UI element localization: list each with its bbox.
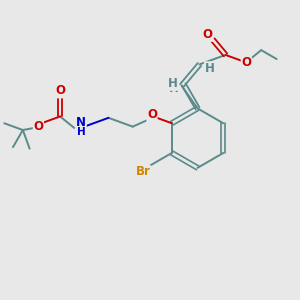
- Text: O: O: [55, 84, 65, 97]
- Text: O: O: [203, 28, 213, 41]
- Text: O: O: [241, 56, 251, 68]
- Text: H: H: [168, 77, 178, 90]
- Text: O: O: [33, 120, 43, 133]
- Text: H: H: [169, 82, 179, 95]
- Text: O: O: [147, 108, 157, 122]
- Text: H: H: [204, 62, 214, 75]
- Text: H: H: [77, 127, 85, 137]
- Text: N: N: [76, 116, 86, 130]
- Text: Br: Br: [135, 165, 150, 178]
